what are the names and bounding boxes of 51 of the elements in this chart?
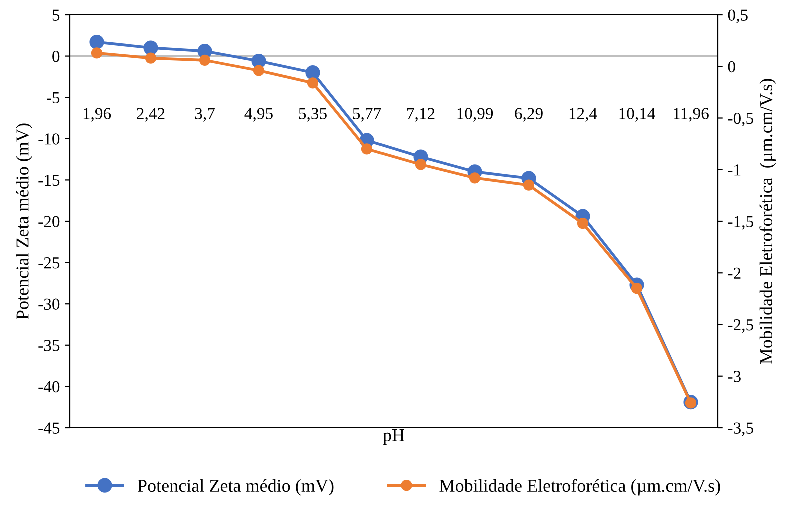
point — [577, 218, 589, 230]
y2-tick-label: -2,5 — [728, 319, 754, 334]
x-tick-label: 4,95 — [244, 108, 273, 122]
y2-tick-label: 0 — [728, 61, 736, 73]
point — [523, 180, 535, 191]
y-tick-label: 0 — [52, 51, 60, 62]
y2-tick-label: 0,5 — [728, 10, 748, 24]
point — [199, 54, 211, 66]
y2-tick-label: -1 — [728, 164, 741, 176]
point — [306, 66, 320, 80]
y-tick-label: 5 — [52, 10, 60, 21]
point — [307, 78, 319, 89]
y-tick-label: -40 — [38, 381, 60, 393]
point — [469, 172, 481, 184]
y-tick-label: -30 — [38, 298, 60, 310]
y2-tick-label: -3 — [728, 371, 741, 382]
y2-tick-label: -0,5 — [728, 112, 754, 127]
x-tick-label: 10,99 — [458, 108, 494, 122]
point — [361, 144, 373, 155]
y-tick-label: -45 — [38, 422, 60, 434]
point — [90, 34, 104, 50]
legend-label: Potencial Zeta médio (mV) — [138, 479, 334, 496]
point — [631, 283, 643, 294]
x-tick-label: 7,12 — [408, 108, 435, 122]
y-tick-label: -15 — [38, 174, 60, 186]
y2-tick-label: -3,5 — [728, 422, 754, 436]
legend-label: Mobilidade Eletroforética (µm.cm/V.s) — [440, 479, 720, 496]
point — [91, 48, 103, 59]
point — [144, 40, 158, 56]
y-tick-label: -5 — [47, 92, 60, 104]
x-tick-label: 5,35 — [299, 108, 327, 122]
y-tick-label: -25 — [38, 258, 60, 269]
x-tick-label: 3,7 — [195, 108, 215, 122]
point — [415, 159, 427, 170]
y2-tick-label: -2 — [728, 268, 741, 279]
y2-tick-label: -1,5 — [728, 216, 754, 230]
x-tick-label: 1,96 — [84, 108, 112, 122]
y-tick-label: -10 — [38, 134, 60, 145]
x-tick-label: 6,29 — [515, 108, 543, 122]
x-tick-label: 11,96 — [674, 108, 709, 122]
y2-axis-title: Mobilidade Eletroforética (µm.cm/V.s) — [760, 79, 776, 364]
point — [253, 65, 265, 76]
x-tick-label: 10,14 — [620, 108, 656, 122]
x-axis-title: pH — [383, 430, 405, 446]
y-tick-label: -20 — [38, 216, 60, 228]
y-axis-title: Potencial Zeta médio (mV) — [16, 124, 33, 320]
x-tick-label: 12,4 — [570, 108, 598, 122]
point — [145, 52, 157, 64]
y-tick-label: -35 — [38, 340, 60, 352]
x-tick-label: 2,42 — [137, 108, 165, 122]
x-tick-label: 5,77 — [353, 108, 382, 122]
